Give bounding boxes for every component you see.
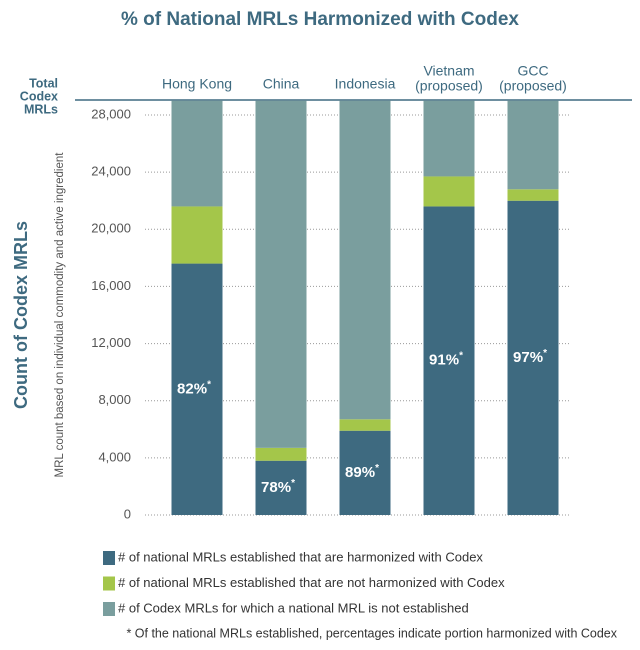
bar-segment (339, 419, 391, 431)
y-tick-label: 12,000 (91, 335, 131, 350)
total-label: MRLs (24, 102, 58, 116)
y-tick-label: 20,000 (91, 221, 131, 236)
y-tick-label: 16,000 (91, 278, 131, 293)
y-tick-label: 28,000 (91, 106, 131, 121)
bar-segment (255, 447, 307, 461)
legend-label: # of national MRLs established that are … (118, 549, 483, 564)
x-category-label: GCC (517, 63, 548, 79)
x-category-label: Hong Kong (162, 76, 232, 92)
percent-value: 97% (513, 349, 543, 366)
bar-segment (339, 100, 391, 420)
bar-segment (423, 100, 475, 177)
bar-segment (255, 460, 307, 515)
y-tick-label: 0 (124, 506, 131, 521)
x-category-label: China (263, 76, 300, 92)
legend-label: # of national MRLs established that are … (118, 575, 505, 590)
total-label: Total (29, 76, 58, 90)
y-label: Count of Codex MRLs (11, 221, 31, 409)
percent-label: 82%* (177, 379, 211, 397)
x-category-label: (proposed) (499, 78, 567, 94)
legend-label: # of Codex MRLs for which a national MRL… (118, 600, 469, 615)
percent-label: 91%* (429, 350, 463, 368)
y-sublabel: MRL count based on individual commodity … (54, 152, 66, 478)
total-label: Codex (20, 89, 58, 103)
y-tick-label: 24,000 (91, 164, 131, 179)
asterisk: * (291, 477, 295, 488)
legend-swatch (103, 551, 115, 565)
legend-swatch (103, 602, 115, 616)
bar-segment (255, 100, 307, 448)
bar-segment (423, 176, 475, 207)
chart-title: % of National MRLs Harmonized with Codex (121, 9, 519, 30)
legend-swatch (103, 576, 115, 591)
bar-segment (507, 189, 559, 201)
percent-value: 91% (429, 352, 459, 369)
bar-segment (171, 100, 223, 207)
asterisk: * (207, 379, 211, 390)
bar-segment (423, 206, 475, 515)
percent-value: 89% (345, 464, 375, 481)
percent-label: 89%* (345, 462, 379, 480)
percent-value: 78% (261, 479, 291, 496)
bar-segment (339, 430, 391, 515)
asterisk: * (375, 462, 379, 473)
percent-value: 82% (177, 380, 207, 397)
x-category-label: Vietnam (423, 63, 474, 79)
bar-segment (507, 200, 559, 515)
footnote: * Of the national MRLs established, perc… (126, 626, 617, 640)
bar-segment (507, 100, 559, 190)
asterisk: * (459, 350, 463, 361)
asterisk: * (543, 347, 547, 358)
bar-segment (171, 206, 223, 264)
percent-label: 78%* (261, 477, 295, 495)
bar-segment (171, 263, 223, 515)
percent-label: 97%* (513, 347, 547, 365)
y-tick-label: 4,000 (98, 449, 131, 464)
x-category-label: Indonesia (335, 76, 396, 92)
x-category-label: (proposed) (415, 78, 483, 94)
y-tick-label: 8,000 (98, 392, 131, 407)
